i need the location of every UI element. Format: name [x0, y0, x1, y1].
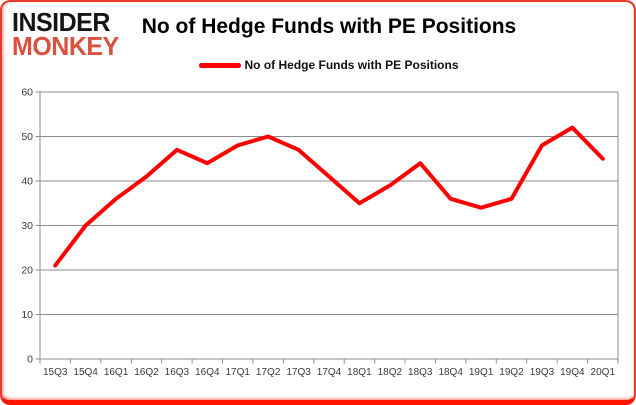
y-tick-label: 0 — [27, 354, 33, 366]
logo-word-insider: INSIDER — [12, 7, 110, 38]
x-category-label: 16Q2 — [134, 367, 159, 378]
x-category-label: 18Q4 — [438, 367, 463, 378]
x-category-label: 16Q4 — [195, 367, 220, 378]
x-category-label: 19Q2 — [499, 367, 524, 378]
chart-title: No of Hedge Funds with PE Positions — [141, 15, 517, 38]
y-tick-label: 50 — [21, 131, 33, 143]
x-category-label: 18Q3 — [408, 367, 433, 378]
x-category-label: 19Q3 — [530, 367, 555, 378]
series-line — [53, 125, 605, 268]
x-category-label: 16Q3 — [165, 367, 190, 378]
x-category-label: 15Q4 — [73, 367, 98, 378]
legend-label: No of Hedge Funds with PE Positions — [244, 58, 459, 72]
legend-line-swatch — [199, 62, 242, 68]
x-category-label: 17Q2 — [256, 367, 281, 378]
x-category-label: 17Q1 — [226, 367, 251, 378]
y-tick-label: 30 — [21, 220, 33, 232]
x-category-label: 17Q4 — [317, 367, 342, 378]
x-category-label: 15Q3 — [43, 367, 68, 378]
x-category-label: 18Q2 — [378, 367, 403, 378]
y-tick-label: 10 — [21, 309, 33, 321]
y-tick-label: 60 — [21, 87, 33, 99]
logo-word-monkey: MONKEY — [12, 32, 119, 62]
y-tick-label: 20 — [21, 265, 33, 277]
y-tick-label: 40 — [21, 176, 33, 188]
insider-monkey-logo: INSIDER MONKEY — [12, 7, 119, 62]
x-category-label: 16Q1 — [104, 367, 129, 378]
x-category-label: 18Q1 — [347, 367, 372, 378]
x-category-label: 17Q3 — [286, 367, 311, 378]
x-category-label: 19Q1 — [469, 367, 494, 378]
chart-legend: No of Hedge Funds with PE Positions — [40, 58, 618, 72]
x-category-label: 19Q4 — [560, 367, 585, 378]
x-category-label: 20Q1 — [591, 367, 616, 378]
